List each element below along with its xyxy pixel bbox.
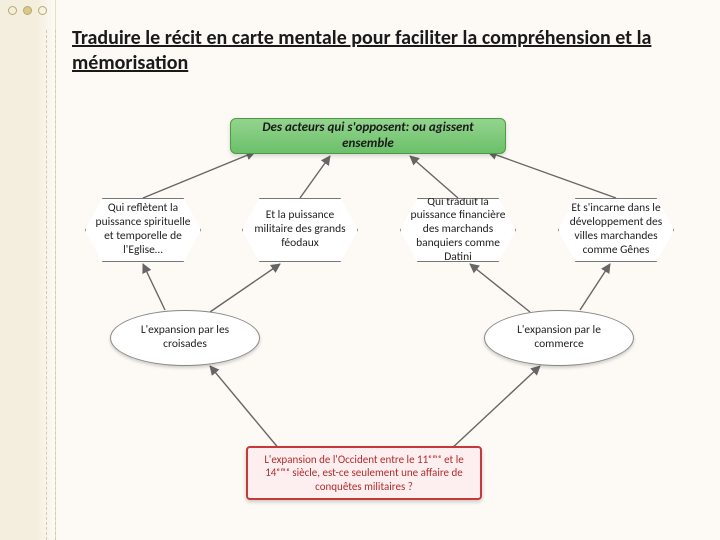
node-hex-marchands: Qui traduit la puissance financière des … (400, 198, 516, 262)
node-actors: Des acteurs qui s'opposent: ou agissent … (230, 118, 506, 154)
node-ellipse-croisades: L'expansion par les croisades (110, 310, 260, 366)
mindmap-canvas: Des acteurs qui s'opposent: ou agissent … (0, 0, 720, 540)
node-hex-feodaux: Et la puissance militaire des grands féo… (242, 198, 358, 262)
node-ellipse-commerce: L'expansion par le commerce (484, 310, 634, 366)
node-bottom-question: L'expansion de l'Occident entre le 11ᵉᵐᵉ… (246, 446, 482, 500)
node-hex-eglise: Qui reflètent la puissance spirituelle e… (85, 198, 201, 262)
node-hex-villes: Et s'incarne dans le développement des v… (558, 198, 674, 262)
